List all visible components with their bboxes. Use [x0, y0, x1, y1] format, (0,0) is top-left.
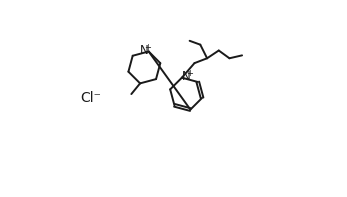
- Text: +: +: [186, 69, 193, 78]
- Text: +: +: [144, 43, 151, 52]
- Text: Cl⁻: Cl⁻: [81, 91, 101, 106]
- Text: N: N: [140, 44, 149, 57]
- Text: N: N: [182, 70, 191, 83]
